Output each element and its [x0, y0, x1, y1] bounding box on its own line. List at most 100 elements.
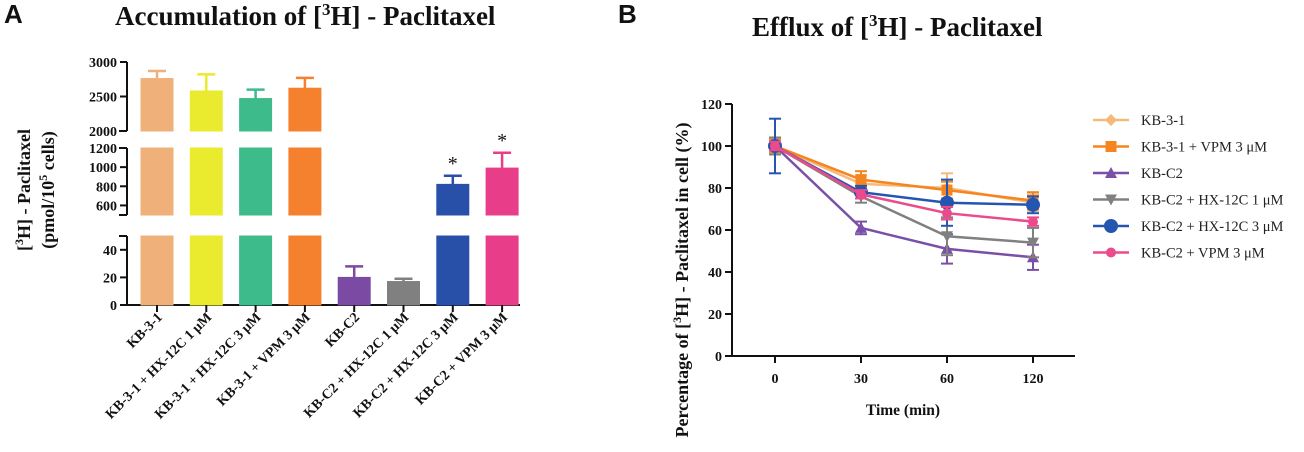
- bar-segment: [436, 183, 470, 216]
- y-tick-label-b: 80: [708, 182, 722, 197]
- bar-7: [436, 174, 470, 306]
- series-5: [768, 117, 1040, 227]
- bar-segment: [239, 235, 273, 306]
- legend-marker: [1106, 247, 1116, 258]
- y-tick-label-b: 40: [708, 266, 722, 281]
- legend-marker: [1105, 167, 1117, 178]
- y-tick-label: 800: [96, 180, 117, 195]
- series-line: [774, 144, 1034, 223]
- data-point: [1027, 237, 1039, 249]
- bar-5: [337, 265, 371, 306]
- legend-label: KB-3-1 + VPM 3 μM: [1141, 140, 1267, 156]
- bar-segment: [239, 98, 273, 132]
- bar-segment: [288, 235, 322, 306]
- bar-1: [140, 69, 174, 306]
- legend-label: KB-3-1: [1141, 113, 1185, 129]
- bar-6: [387, 277, 420, 306]
- series-line: [774, 145, 1034, 259]
- data-point: [942, 208, 952, 219]
- legend-item-6: KB-C2 + VPM 3 μM: [1093, 246, 1265, 262]
- y-axis-label-line2: (pmol/105 cells): [36, 131, 59, 249]
- legend-item-3: KB-C2: [1093, 166, 1183, 182]
- bar-segment: [337, 276, 371, 306]
- series-line: [774, 144, 1034, 204]
- x-tick-label-b: 120: [1023, 372, 1044, 387]
- chart-a-title: Accumulation of [3H] - Paclitaxel: [115, 0, 495, 32]
- chart-a-title-post: H] - Paclitaxel: [330, 1, 496, 31]
- legend-item-2: KB-3-1 + VPM 3 μM: [1093, 140, 1267, 156]
- x-tick-label: KB-3-1 + VPM 3 μM: [215, 310, 314, 409]
- bar-segment: [485, 167, 519, 216]
- legend-marker: [1104, 219, 1118, 233]
- y-tick-label: 600: [96, 199, 117, 214]
- y-tick-label: 3000: [89, 56, 117, 71]
- chart-a-title-pre: Accumulation of [: [115, 1, 322, 31]
- data-point: [855, 174, 867, 186]
- legend-marker: [1105, 194, 1117, 206]
- chart-b-title-pre: Efflux of [: [752, 12, 869, 42]
- y-tick-label-b: 120: [701, 98, 722, 113]
- y-axis-label-rest: cells): [38, 131, 59, 174]
- y-axis-label-b: Percentage of [3H] - Paclitaxel in cell …: [670, 122, 693, 437]
- bar-segment: [140, 235, 174, 306]
- y-tick-label-b: 60: [708, 224, 722, 239]
- y-tick-label: 2000: [89, 125, 117, 140]
- data-point: [1026, 197, 1040, 212]
- chart-b-title: Efflux of [3H] - Paclitaxel: [752, 11, 1042, 43]
- panel-a-letter: A: [4, 0, 23, 29]
- x-tick-label: KB-3-1: [124, 310, 165, 351]
- legend-item-5: KB-C2 + HX-12C 3 μM: [1093, 219, 1284, 235]
- x-tick-label-b: 60: [940, 372, 954, 387]
- bar-2: [189, 73, 223, 306]
- y-axis-label-sup: 5: [36, 175, 50, 181]
- legend-item-1: KB-3-1: [1093, 113, 1185, 129]
- y-axis-label-sup-b: 3: [670, 317, 684, 323]
- y-axis-label-sup: 3: [12, 239, 26, 245]
- bar-3: [239, 88, 273, 306]
- y-tick-label: 1200: [89, 142, 117, 157]
- significance-marker: *: [448, 153, 458, 175]
- bar-segment: [485, 235, 519, 306]
- series-1: [769, 136, 1039, 213]
- data-point: [941, 231, 953, 243]
- legend-item-4: KB-C2 + HX-12C 1 μM: [1093, 193, 1284, 209]
- y-tick-label: 20: [103, 271, 117, 286]
- bar-segment: [189, 147, 223, 216]
- bar-segment: [288, 87, 322, 132]
- bar-segment: [140, 147, 174, 216]
- bar-segment: [387, 281, 420, 306]
- data-point: [855, 221, 867, 233]
- legend-label: KB-C2 + HX-12C 3 μM: [1141, 219, 1284, 235]
- legend-label: KB-C2 + HX-12C 1 μM: [1141, 193, 1284, 209]
- y-tick-label-b: 20: [708, 308, 722, 323]
- legend-marker: [1105, 114, 1117, 126]
- x-tick-label-b: 0: [772, 372, 779, 387]
- x-tick-label: KB-C2 + VPM 3 μM: [413, 310, 511, 408]
- significance-marker: *: [497, 130, 507, 152]
- panel-b-letter: B: [618, 0, 637, 29]
- y-axis-label-rest-b: H] - Paclitaxel in cell (%): [672, 122, 693, 316]
- legend-label: KB-C2 + VPM 3 μM: [1141, 246, 1265, 262]
- bar-8: [485, 151, 519, 306]
- series-line: [774, 144, 1034, 202]
- chart-b-title-sup: 3: [869, 11, 878, 30]
- legend-marker: [1105, 141, 1117, 152]
- y-axis-label-line1: [3H] - Paclitaxel: [12, 129, 34, 251]
- data-point: [770, 141, 780, 151]
- chart-b-title-post: H] - Paclitaxel: [877, 12, 1043, 42]
- y-tick-label: 40: [103, 244, 117, 259]
- y-axis-label: [3H] - Paclitaxel (pmol/105 cells): [12, 129, 59, 251]
- y-tick-label: 1000: [89, 161, 117, 176]
- y-tick-label-b: 0: [715, 350, 722, 365]
- y-tick-label-b: 100: [701, 140, 722, 155]
- bar-segment: [239, 147, 273, 216]
- y-tick-label: 0: [110, 299, 117, 314]
- bar-segment: [436, 235, 470, 306]
- x-tick-label: KB-C2: [323, 310, 363, 350]
- legend-label: KB-C2: [1141, 166, 1183, 182]
- bar-4: [288, 76, 322, 306]
- y-axis-label-rest: H] - Paclitaxel: [14, 129, 34, 239]
- y-tick-label: 2500: [89, 91, 117, 106]
- bar-segment: [288, 147, 322, 216]
